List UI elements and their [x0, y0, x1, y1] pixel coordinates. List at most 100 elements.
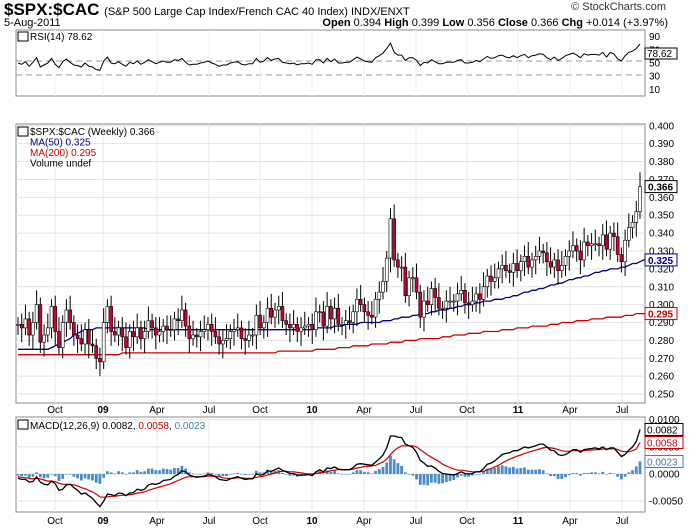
rsi-value-tag [644, 47, 678, 60]
price-candle [485, 268, 490, 298]
macd-histogram-bar [489, 468, 493, 474]
macd-value-tag: 0.0082 [644, 422, 684, 436]
macd-histogram-bar [534, 469, 538, 474]
x-axis-label: 09 [97, 516, 109, 527]
price-candle [16, 317, 20, 336]
price-candle [325, 292, 329, 334]
price-candle [109, 295, 113, 346]
price-candle [522, 245, 527, 277]
macd-histogram-bar [132, 472, 135, 474]
price-candle [19, 313, 24, 343]
macd-histogram-bar [35, 472, 39, 474]
macd-histogram-bar [374, 470, 377, 474]
price-tick-label: 0.380 [649, 157, 674, 168]
macd-histogram-bar [545, 473, 549, 475]
price-candle [254, 304, 259, 350]
price-candle [373, 292, 378, 328]
price-candle [455, 283, 460, 316]
macd-histogram-bar [504, 466, 508, 474]
price-candle [202, 315, 207, 339]
price-tick-label: 0.250 [649, 390, 674, 401]
price-tick-label: 0.390 [649, 139, 674, 150]
price-candle [627, 213, 631, 248]
price-candle [131, 320, 136, 352]
macd-histogram-bar [627, 472, 631, 474]
macd-line [17, 429, 641, 508]
macd-histogram-bar [430, 474, 433, 483]
macd-histogram-bar [214, 474, 217, 475]
price-candle [600, 224, 605, 260]
ohlc-summary: Open 0.394 High 0.399 Low 0.356 Close 0.… [322, 17, 668, 29]
price-candle [23, 304, 28, 336]
price-panel: 0.4000.3900.3800.3700.3600.3500.3400.330… [15, 121, 678, 404]
macd-histogram-bar [76, 474, 79, 479]
price-candle [552, 252, 557, 278]
price-candle [75, 324, 80, 353]
price-candle [355, 288, 359, 327]
macd-histogram-bar [254, 470, 258, 474]
macd-histogram-bar [158, 470, 161, 474]
macd-histogram-bar [20, 474, 24, 477]
macd-histogram-bar [593, 472, 597, 474]
price-candle [228, 324, 233, 350]
price-candle [265, 297, 270, 337]
price-candle [418, 284, 423, 328]
price-tick-label: 0.300 [649, 300, 674, 311]
price-candle [370, 301, 374, 325]
macd-histogram-bar [340, 474, 344, 475]
collapse-icon[interactable] [17, 31, 29, 42]
price-candle [396, 252, 400, 278]
price-candle [53, 295, 58, 346]
macd-histogram-bar [240, 474, 243, 475]
price-value-tag: 0.325 [644, 253, 678, 267]
price-candle [582, 227, 586, 268]
macd-histogram-bar [389, 455, 392, 474]
price-candle [541, 243, 545, 264]
macd-signal-line [17, 442, 641, 498]
macd-histogram-bar [359, 470, 363, 474]
price-candle [235, 313, 240, 337]
price-candle [273, 302, 277, 328]
macd-histogram-bar [470, 474, 474, 476]
macd-histogram-bar [415, 474, 418, 480]
legend-entry: $SPX:$CAC (Weekly) 0.366 [30, 127, 155, 138]
price-candle [571, 231, 575, 259]
price-candle [422, 290, 426, 332]
macd-histogram-bar [348, 474, 351, 475]
price-candle [161, 318, 166, 343]
price-candle [466, 292, 471, 319]
macd-histogram-bar [117, 471, 120, 474]
rsi-tick-label: 10 [649, 85, 661, 96]
collapse-icon[interactable] [17, 126, 29, 137]
price-candle [403, 252, 408, 303]
macd-histogram-bar [336, 473, 340, 475]
chart-title: $SPX:$CAC (S&P 500 Large Cap Index/Frenc… [4, 0, 410, 20]
macd-histogram-bar [206, 472, 210, 474]
price-candle [474, 286, 478, 312]
price-candle [135, 313, 139, 344]
price-candle [440, 301, 445, 319]
price-candle [351, 304, 356, 334]
price-candle [500, 254, 504, 284]
x-axis-label: 10 [306, 516, 318, 527]
macd-histogram-bar [46, 474, 50, 478]
macd-value-tag: 0.0023 [644, 455, 684, 469]
price-candle [291, 310, 296, 336]
macd-histogram-bar [407, 474, 411, 475]
price-candle [459, 276, 464, 302]
x-axis-label: Apr [149, 516, 165, 527]
macd-histogram-bar [467, 474, 471, 477]
macd-histogram-bar [538, 469, 541, 474]
macd-histogram-bar [98, 474, 102, 484]
collapse-icon[interactable] [17, 419, 29, 430]
price-candle [414, 263, 419, 300]
price-candle [224, 324, 229, 348]
x-axis-label: Jul [410, 516, 423, 527]
macd-histogram-bar [225, 474, 228, 477]
price-candle [407, 270, 411, 307]
price-candle [42, 324, 46, 357]
macd-histogram-bar [16, 474, 20, 476]
macd-histogram-bar [202, 473, 206, 475]
price-candle [239, 320, 244, 350]
price-candle [347, 306, 352, 330]
